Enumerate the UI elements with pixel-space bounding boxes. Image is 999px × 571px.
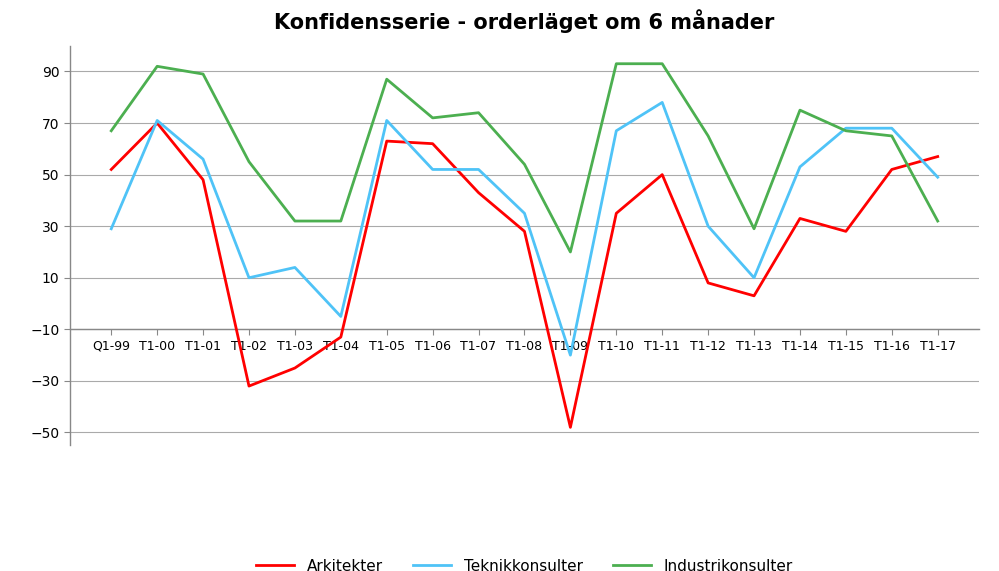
Teknikkonsulter bbox=[748, 274, 760, 281]
Arkitekter bbox=[610, 210, 622, 217]
Industrikonsulter bbox=[105, 127, 117, 134]
Arkitekter bbox=[197, 176, 209, 183]
Industrikonsulter bbox=[794, 107, 806, 114]
Teknikkonsulter bbox=[427, 166, 439, 173]
Teknikkonsulter bbox=[932, 174, 944, 180]
Industrikonsulter bbox=[381, 76, 393, 83]
Arkitekter bbox=[840, 228, 852, 235]
Teknikkonsulter bbox=[794, 163, 806, 170]
Industrikonsulter bbox=[564, 248, 576, 255]
Teknikkonsulter bbox=[564, 352, 576, 359]
Teknikkonsulter bbox=[840, 125, 852, 132]
Industrikonsulter bbox=[151, 63, 163, 70]
Arkitekter bbox=[748, 292, 760, 299]
Industrikonsulter bbox=[518, 161, 530, 168]
Arkitekter bbox=[335, 333, 347, 340]
Arkitekter bbox=[243, 383, 255, 389]
Line: Teknikkonsulter: Teknikkonsulter bbox=[111, 102, 938, 355]
Teknikkonsulter bbox=[105, 226, 117, 232]
Arkitekter bbox=[518, 228, 530, 235]
Industrikonsulter bbox=[243, 158, 255, 165]
Teknikkonsulter bbox=[656, 99, 668, 106]
Industrikonsulter bbox=[335, 218, 347, 224]
Line: Industrikonsulter: Industrikonsulter bbox=[111, 64, 938, 252]
Arkitekter bbox=[151, 119, 163, 126]
Teknikkonsulter bbox=[610, 127, 622, 134]
Arkitekter bbox=[564, 424, 576, 431]
Arkitekter bbox=[381, 138, 393, 144]
Industrikonsulter bbox=[702, 132, 714, 139]
Teknikkonsulter bbox=[702, 223, 714, 230]
Teknikkonsulter bbox=[197, 156, 209, 163]
Title: Konfidensserie - orderläget om 6 månader: Konfidensserie - orderläget om 6 månader bbox=[275, 9, 774, 33]
Industrikonsulter bbox=[427, 114, 439, 121]
Teknikkonsulter bbox=[289, 264, 301, 271]
Arkitekter bbox=[932, 153, 944, 160]
Teknikkonsulter bbox=[473, 166, 485, 173]
Legend: Arkitekter, Teknikkonsulter, Industrikonsulter: Arkitekter, Teknikkonsulter, Industrikon… bbox=[250, 553, 799, 571]
Industrikonsulter bbox=[473, 109, 485, 116]
Industrikonsulter bbox=[840, 127, 852, 134]
Arkitekter bbox=[702, 279, 714, 286]
Teknikkonsulter bbox=[886, 125, 898, 132]
Teknikkonsulter bbox=[151, 117, 163, 124]
Industrikonsulter bbox=[610, 61, 622, 67]
Arkitekter bbox=[289, 365, 301, 372]
Arkitekter bbox=[794, 215, 806, 222]
Industrikonsulter bbox=[289, 218, 301, 224]
Industrikonsulter bbox=[656, 61, 668, 67]
Teknikkonsulter bbox=[335, 313, 347, 320]
Teknikkonsulter bbox=[243, 274, 255, 281]
Industrikonsulter bbox=[748, 226, 760, 232]
Arkitekter bbox=[886, 166, 898, 173]
Industrikonsulter bbox=[197, 71, 209, 78]
Arkitekter bbox=[656, 171, 668, 178]
Line: Arkitekter: Arkitekter bbox=[111, 123, 938, 427]
Industrikonsulter bbox=[886, 132, 898, 139]
Teknikkonsulter bbox=[381, 117, 393, 124]
Teknikkonsulter bbox=[518, 210, 530, 217]
Industrikonsulter bbox=[932, 218, 944, 224]
Arkitekter bbox=[473, 189, 485, 196]
Arkitekter bbox=[427, 140, 439, 147]
Arkitekter bbox=[105, 166, 117, 173]
